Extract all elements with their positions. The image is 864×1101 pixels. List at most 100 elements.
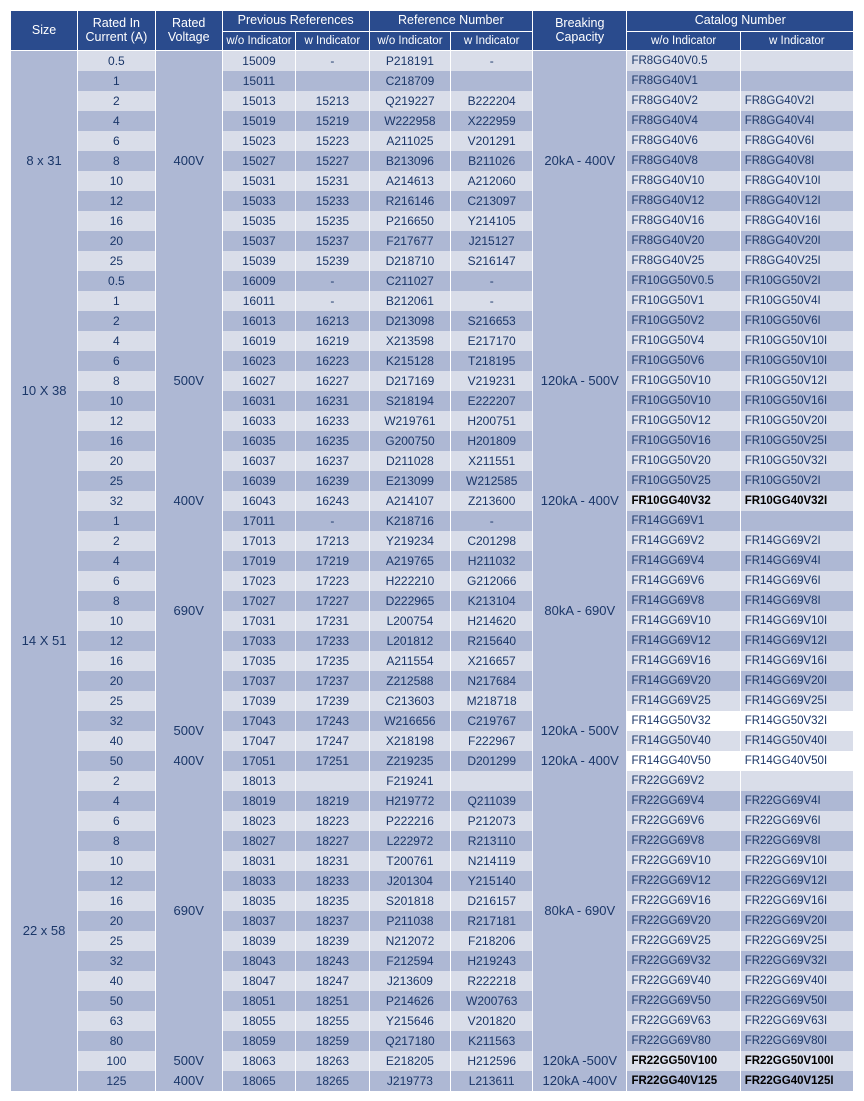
cell-ref-w: H200751	[451, 411, 533, 431]
cell-prev-wo: 18051	[222, 991, 295, 1011]
table-row: 121603316233W219761H200751FR10GG50V12FR1…	[11, 411, 854, 431]
cell-current: 80	[78, 1031, 156, 1051]
cell-prev-wo: 15011	[222, 71, 295, 91]
cell-prev-wo: 18027	[222, 831, 295, 851]
cell-catalog-w: FR10GG50V10I	[740, 331, 853, 351]
cell-prev-wo: 17013	[222, 531, 295, 551]
cell-prev-wo: 15019	[222, 111, 295, 131]
cell-catalog-wo: FR14GG69V16	[627, 651, 740, 671]
cell-prev-w: 16227	[296, 371, 369, 391]
cell-voltage: 690V	[155, 771, 222, 1051]
cell-ref-w: K213104	[451, 591, 533, 611]
cell-catalog-wo: FR14GG69V1	[627, 511, 740, 531]
cell-ref-w: H201809	[451, 431, 533, 451]
cell-prev-w: 15219	[296, 111, 369, 131]
cell-prev-w: 18247	[296, 971, 369, 991]
cell-ref-w: K211563	[451, 1031, 533, 1051]
cell-ref-wo: D211028	[369, 451, 451, 471]
cell-prev-w: 16219	[296, 331, 369, 351]
table-row: 321804318243F212594H219243FR22GG69V32FR2…	[11, 951, 854, 971]
table-row: 801805918259Q217180K211563FR22GG69V80FR2…	[11, 1031, 854, 1051]
cell-ref-w: J215127	[451, 231, 533, 251]
table-row: 61602316223K215128T218195FR10GG50V6FR10G…	[11, 351, 854, 371]
cell-prev-w: 18259	[296, 1031, 369, 1051]
cell-prev-w: 16233	[296, 411, 369, 431]
cell-ref-wo: L201812	[369, 631, 451, 651]
cell-catalog-w: FR22GG69V40I	[740, 971, 853, 991]
cell-prev-wo: 16013	[222, 311, 295, 331]
cell-catalog-wo: FR10GG50V20	[627, 451, 740, 471]
cell-ref-wo: L222972	[369, 831, 451, 851]
cell-prev-wo: 18031	[222, 851, 295, 871]
cell-catalog-w: FR8GG40V2I	[740, 91, 853, 111]
cell-prev-w: 15233	[296, 191, 369, 211]
cell-catalog-w: FR14GG69V6I	[740, 571, 853, 591]
cell-ref-wo: D222965	[369, 591, 451, 611]
table-row: 201703717237Z212588N217684FR14GG69V20FR1…	[11, 671, 854, 691]
cell-current: 12	[78, 191, 156, 211]
cell-ref-w: E217170	[451, 331, 533, 351]
cell-prev-w: 18233	[296, 871, 369, 891]
table-row: 81702717227D222965K213104FR14GG69V8FR14G…	[11, 591, 854, 611]
table-row: 121703317233L201812R215640FR14GG69V12FR1…	[11, 631, 854, 651]
cell-prev-wo: 17039	[222, 691, 295, 711]
cell-prev-wo: 15037	[222, 231, 295, 251]
cell-ref-w: E222207	[451, 391, 533, 411]
cell-catalog-wo: FR14GG69V12	[627, 631, 740, 651]
cell-ref-wo: R216146	[369, 191, 451, 211]
cell-prev-w: -	[296, 291, 369, 311]
cell-prev-wo: 16039	[222, 471, 295, 491]
cell-ref-w: D201299	[451, 751, 533, 771]
cell-ref-w: Y214105	[451, 211, 533, 231]
cell-ref-wo: G200750	[369, 431, 451, 451]
cell-catalog-w: FR8GG40V20I	[740, 231, 853, 251]
cell-catalog-w: FR14GG40V50I	[740, 751, 853, 771]
cell-catalog-w: FR22GG69V4I	[740, 791, 853, 811]
cell-catalog-wo: FR22GG69V4	[627, 791, 740, 811]
cell-prev-wo: 15031	[222, 171, 295, 191]
cell-catalog-wo: FR8GG40V25	[627, 251, 740, 271]
cell-catalog-w	[740, 511, 853, 531]
cell-catalog-w: FR14GG69V8I	[740, 591, 853, 611]
cell-current: 125	[78, 1071, 156, 1091]
cell-ref-w: P212073	[451, 811, 533, 831]
cell-prev-w: 16237	[296, 451, 369, 471]
cell-current: 8	[78, 371, 156, 391]
cell-catalog-w: FR14GG69V16I	[740, 651, 853, 671]
cell-ref-w: C201298	[451, 531, 533, 551]
table-row: 161803518235S201818D216157FR22GG69V16FR2…	[11, 891, 854, 911]
cell-prev-wo: 16033	[222, 411, 295, 431]
cell-current: 20	[78, 451, 156, 471]
cell-catalog-w: FR8GG40V4I	[740, 111, 853, 131]
cell-prev-w: 17235	[296, 651, 369, 671]
table-row: 121803318233J201304Y215140FR22GG69V12FR2…	[11, 871, 854, 891]
cell-prev-wo: 16037	[222, 451, 295, 471]
table-row: 201803718237P211038R217181FR22GG69V20FR2…	[11, 911, 854, 931]
table-row: 10 X 380.5500V16009-C211027-120kA - 500V…	[11, 271, 854, 291]
cell-catalog-w: FR8GG40V8I	[740, 151, 853, 171]
table-row: 41701917219A219765H211032FR14GG69V4FR14G…	[11, 551, 854, 571]
cell-current: 16	[78, 211, 156, 231]
cell-current: 2	[78, 531, 156, 551]
cell-prev-wo: 17027	[222, 591, 295, 611]
cell-voltage: 500V	[155, 1051, 222, 1071]
cell-ref-w: T218195	[451, 351, 533, 371]
cell-prev-w: 18243	[296, 951, 369, 971]
col-cat-w: w Indicator	[740, 31, 853, 51]
cell-prev-wo: 15009	[222, 51, 295, 72]
table-row: 21501315213Q219227B222204FR8GG40V2FR8GG4…	[11, 91, 854, 111]
cell-ref-wo: W216656	[369, 711, 451, 731]
cell-current: 1	[78, 71, 156, 91]
cell-current: 10	[78, 171, 156, 191]
cell-prev-w: 18237	[296, 911, 369, 931]
cell-current: 8	[78, 831, 156, 851]
cell-ref-w: X211551	[451, 451, 533, 471]
cell-prev-wo: 17023	[222, 571, 295, 591]
cell-prev-w: 15235	[296, 211, 369, 231]
cell-ref-wo: C213603	[369, 691, 451, 711]
cell-catalog-w: FR8GG40V16I	[740, 211, 853, 231]
cell-catalog-wo: FR22GG69V10	[627, 851, 740, 871]
cell-ref-w: Y215140	[451, 871, 533, 891]
cell-ref-wo: X213598	[369, 331, 451, 351]
table-row: 101603116231S218194E222207FR10GG50V10FR1…	[11, 391, 854, 411]
